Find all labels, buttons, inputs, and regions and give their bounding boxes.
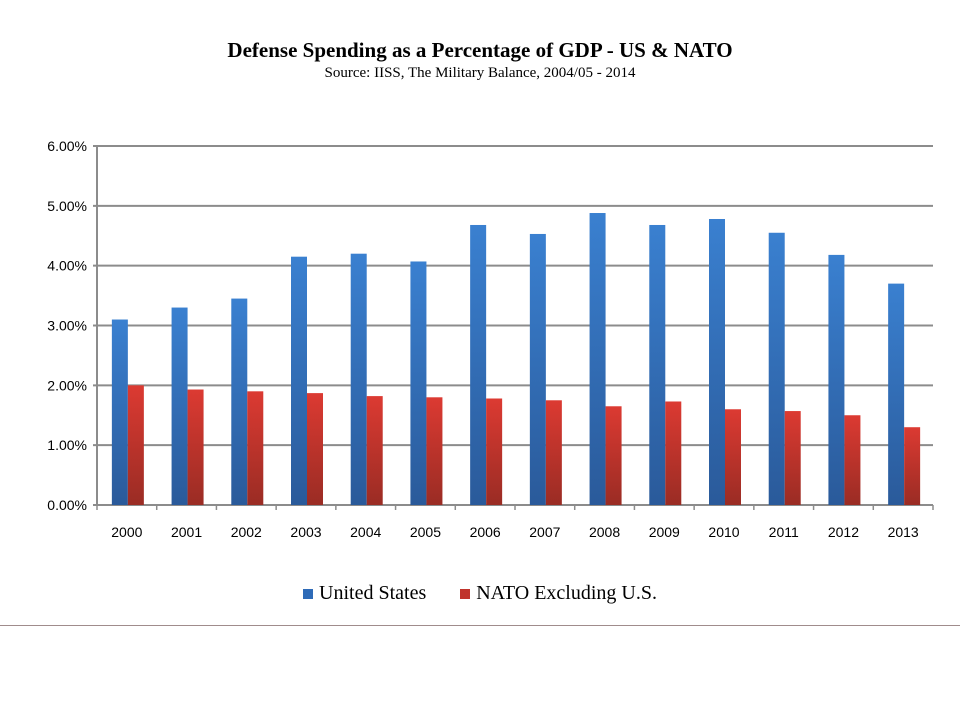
- bar-united-states-2002: [231, 298, 248, 505]
- bar-united-states-2009: [649, 224, 666, 506]
- legend-item-united-states: United States: [303, 582, 426, 605]
- legend-swatch-nato: [460, 588, 471, 599]
- bar-united-states-2013: [888, 283, 905, 505]
- bar-nato-2009: [665, 401, 682, 505]
- x-tick-label: 2013: [888, 524, 919, 540]
- y-tick-label: 6.00%: [47, 138, 87, 154]
- bar-united-states-2010: [709, 218, 725, 505]
- bar-united-states-2003: [291, 256, 307, 505]
- x-tick-label: 2005: [410, 524, 441, 540]
- legend-label: NATO Excluding U.S.: [476, 582, 657, 604]
- y-tick-label: 2.00%: [47, 377, 87, 393]
- bar-nato-2000: [127, 385, 144, 505]
- bar-united-states-2011: [768, 232, 785, 505]
- bar-united-states-2005: [410, 261, 427, 505]
- bar-nato-2013: [904, 427, 921, 505]
- bar-nato-2008: [605, 406, 622, 505]
- bar-united-states-2001: [171, 307, 188, 505]
- legend-swatch-united-states: [303, 588, 314, 599]
- bar-nato-2004: [366, 396, 383, 505]
- x-tick-label: 2011: [769, 524, 799, 540]
- x-tick-label: 2008: [589, 524, 620, 540]
- bar-united-states-2004: [350, 253, 367, 505]
- bar-nato-2001: [187, 389, 204, 505]
- y-tick-label: 1.00%: [47, 437, 87, 453]
- bar-nato-2005: [426, 397, 443, 505]
- legend-label: United States: [319, 582, 427, 604]
- bar-united-states-2007: [529, 233, 546, 505]
- x-tick-label: 2010: [708, 524, 739, 540]
- x-tick-label: 2001: [171, 524, 202, 540]
- bar-nato-2006: [486, 398, 503, 505]
- legend-item-nato: NATO Excluding U.S.: [460, 582, 657, 605]
- x-tick-label: 2004: [350, 524, 381, 540]
- y-tick-label: 4.00%: [47, 258, 87, 274]
- x-tick-label: 2003: [290, 524, 321, 540]
- x-tick-label: 2000: [111, 524, 142, 540]
- divider: [0, 625, 960, 626]
- bar-nato-2002: [247, 391, 264, 505]
- bar-united-states-2006: [470, 224, 487, 506]
- bar-united-states-2000: [111, 319, 128, 505]
- x-tick-label: 2007: [529, 524, 560, 540]
- legend: United States NATO Excluding U.S.: [0, 582, 960, 605]
- bar-nato-2007: [545, 400, 562, 505]
- x-tick-label: 2002: [231, 524, 262, 540]
- bar-united-states-2012: [828, 254, 845, 505]
- x-tick-label: 2006: [470, 524, 501, 540]
- bar-nato-2010: [725, 409, 741, 505]
- bar-nato-2011: [784, 411, 801, 505]
- y-tick-label: 5.00%: [47, 198, 87, 214]
- chart-title: Defense Spending as a Percentage of GDP …: [227, 38, 733, 62]
- bar-nato-2012: [844, 415, 861, 505]
- y-tick-label: 0.00%: [47, 497, 87, 513]
- y-tick-label: 3.00%: [47, 318, 87, 334]
- x-tick-label: 2009: [649, 524, 680, 540]
- x-tick-label: 2012: [828, 524, 859, 540]
- bar-nato-2003: [307, 393, 323, 505]
- chart-subtitle: Source: IISS, The Military Balance, 2004…: [324, 65, 636, 81]
- bar-united-states-2008: [589, 213, 606, 505]
